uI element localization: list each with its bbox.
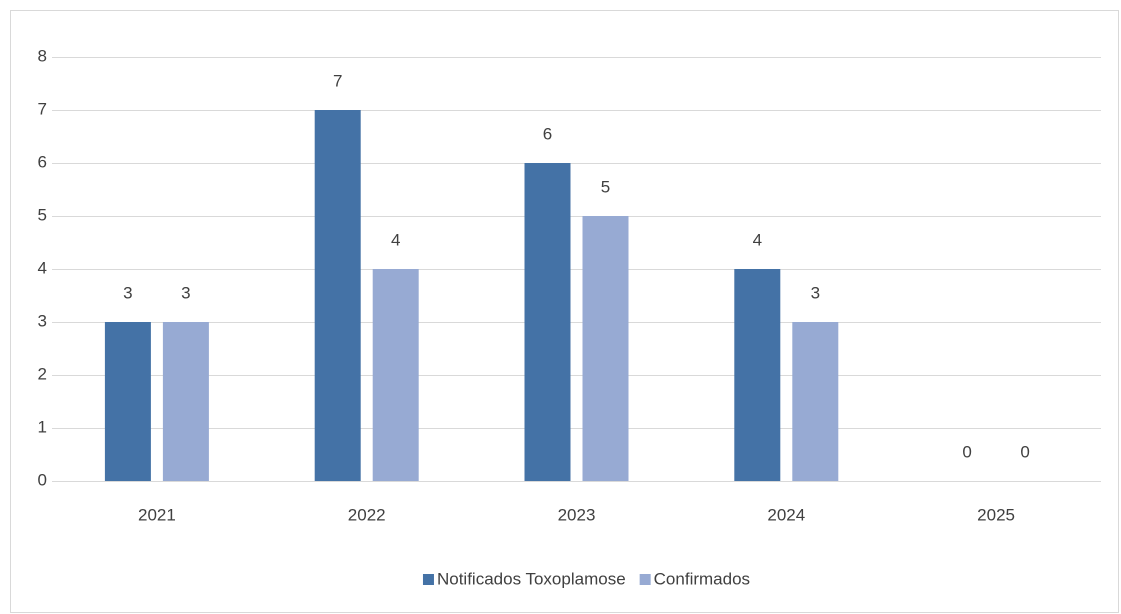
- y-tick-label: 2: [38, 364, 47, 383]
- legend-label: Notificados Toxoplamose: [437, 569, 626, 588]
- x-tick-label: 2025: [977, 505, 1015, 524]
- data-label: 7: [333, 71, 342, 90]
- y-tick-label: 1: [38, 417, 47, 436]
- x-tick-label: 2022: [348, 505, 386, 524]
- data-label: 0: [1020, 442, 1029, 461]
- bar: [734, 269, 781, 481]
- bar: [792, 322, 839, 481]
- data-label: 6: [543, 124, 552, 143]
- legend-swatch: [422, 574, 434, 585]
- legend-label: Confirmados: [654, 569, 750, 588]
- y-tick-label: 5: [38, 205, 47, 224]
- x-tick-label: 2021: [138, 505, 176, 524]
- bar: [372, 269, 419, 481]
- x-tick-label: 2023: [558, 505, 596, 524]
- y-tick-label: 3: [38, 311, 47, 330]
- bar: [162, 322, 209, 481]
- x-tick-label: 2024: [767, 505, 805, 524]
- data-label: 3: [811, 283, 820, 302]
- y-tick-label: 7: [38, 99, 47, 118]
- y-tick-label: 4: [38, 258, 47, 277]
- y-tick-label: 0: [38, 470, 47, 489]
- data-label: 3: [181, 283, 190, 302]
- y-tick-label: 8: [38, 46, 47, 65]
- data-label: 0: [962, 442, 971, 461]
- data-label: 4: [753, 230, 762, 249]
- bar: [314, 110, 361, 481]
- bar: [582, 216, 629, 481]
- y-tick-label: 6: [38, 152, 47, 171]
- bar: [524, 163, 571, 481]
- data-label: 5: [601, 177, 610, 196]
- legend-swatch: [639, 574, 651, 585]
- data-label: 3: [123, 283, 132, 302]
- data-label: 4: [391, 230, 400, 249]
- bar: [104, 322, 151, 481]
